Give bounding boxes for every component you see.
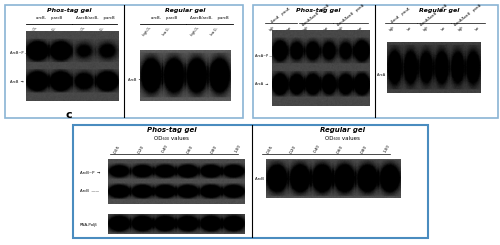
Text: ArcB  →: ArcB → — [10, 80, 24, 84]
Text: high: high — [458, 25, 464, 32]
Text: 1.00: 1.00 — [234, 144, 242, 154]
Text: 1.00: 1.00 — [383, 144, 391, 154]
Text: low: low — [358, 25, 364, 31]
Text: ΔarcA/ΔarcB    parcA: ΔarcA/ΔarcB parcA — [336, 3, 364, 27]
Text: 0.05: 0.05 — [266, 144, 274, 154]
Text: 0.20: 0.20 — [290, 144, 298, 154]
Text: ArcB  →: ArcB → — [128, 78, 142, 82]
Text: low O₂: low O₂ — [48, 26, 57, 36]
Text: high: high — [388, 25, 396, 32]
Text: 0.40: 0.40 — [313, 144, 321, 154]
Text: OD₆₀₀ values: OD₆₀₀ values — [325, 136, 360, 141]
Text: ArcB  ——: ArcB —— — [80, 189, 98, 193]
Text: low: low — [286, 25, 292, 31]
Text: arcB-    parcB: arcB- parcB — [151, 16, 177, 20]
Text: arcB-    parcB: arcB- parcB — [36, 16, 62, 20]
Text: ArcB  →: ArcB → — [256, 177, 270, 181]
Text: ArcA  ——: ArcA —— — [378, 73, 395, 77]
Text: 0.60: 0.60 — [186, 144, 194, 154]
Text: 0.60: 0.60 — [336, 144, 344, 154]
Text: ΔarcA/ΔarcB    parcA: ΔarcA/ΔarcB parcA — [420, 3, 448, 27]
Text: low O₂: low O₂ — [210, 26, 218, 36]
Text: low: low — [440, 25, 446, 31]
Text: RNA-Polβ: RNA-Polβ — [80, 223, 98, 227]
Text: high O₂: high O₂ — [142, 26, 152, 37]
Text: Phos-tag gel: Phos-tag gel — [296, 8, 341, 13]
Text: high: high — [303, 25, 310, 32]
Text: Regular gel: Regular gel — [418, 8, 459, 13]
Text: low: low — [323, 25, 329, 31]
Text: ΔarcA    parcA: ΔarcA parcA — [390, 7, 411, 24]
Text: ΔarcB/arcB-    parcB: ΔarcB/arcB- parcB — [190, 16, 228, 20]
Text: high: high — [268, 25, 276, 32]
Text: high: high — [423, 25, 430, 32]
Text: low: low — [475, 25, 481, 31]
Text: 0.05: 0.05 — [114, 144, 122, 154]
Text: ArcB~P  →: ArcB~P → — [80, 171, 100, 175]
Text: OD₆₀₀ values: OD₆₀₀ values — [154, 136, 190, 141]
Text: high O₂: high O₂ — [190, 26, 200, 37]
Text: ΔarcB/arcB-    parcB: ΔarcB/arcB- parcB — [76, 16, 114, 20]
Text: c: c — [66, 110, 72, 121]
Text: ArcB~P ——: ArcB~P —— — [10, 51, 32, 55]
Text: low O₂: low O₂ — [162, 26, 171, 36]
Text: 0.80: 0.80 — [210, 144, 218, 154]
Text: ΔarcA/ΔarcB    parcA: ΔarcA/ΔarcB parcA — [302, 3, 330, 27]
Text: high O₂: high O₂ — [28, 26, 38, 37]
Text: low: low — [406, 25, 412, 31]
Text: 0.40: 0.40 — [162, 144, 170, 154]
Text: Regular gel: Regular gel — [166, 8, 205, 13]
Text: Phos-tag gel: Phos-tag gel — [47, 8, 92, 13]
Text: high: high — [337, 25, 344, 32]
Text: Regular gel: Regular gel — [320, 127, 365, 133]
Text: ΔarcA    parcA: ΔarcA parcA — [270, 7, 291, 24]
Text: ΔarcA/ΔarcB    parcA: ΔarcA/ΔarcB parcA — [454, 3, 482, 27]
Text: Phos-tag gel: Phos-tag gel — [147, 127, 196, 133]
Text: 0.80: 0.80 — [360, 144, 368, 154]
Text: low O₂: low O₂ — [96, 26, 104, 36]
Text: high O₂: high O₂ — [76, 26, 86, 37]
Text: 0.20: 0.20 — [138, 144, 145, 154]
Text: ArcA  →: ArcA → — [255, 82, 268, 86]
Text: ArcA~P ——: ArcA~P —— — [255, 54, 276, 58]
